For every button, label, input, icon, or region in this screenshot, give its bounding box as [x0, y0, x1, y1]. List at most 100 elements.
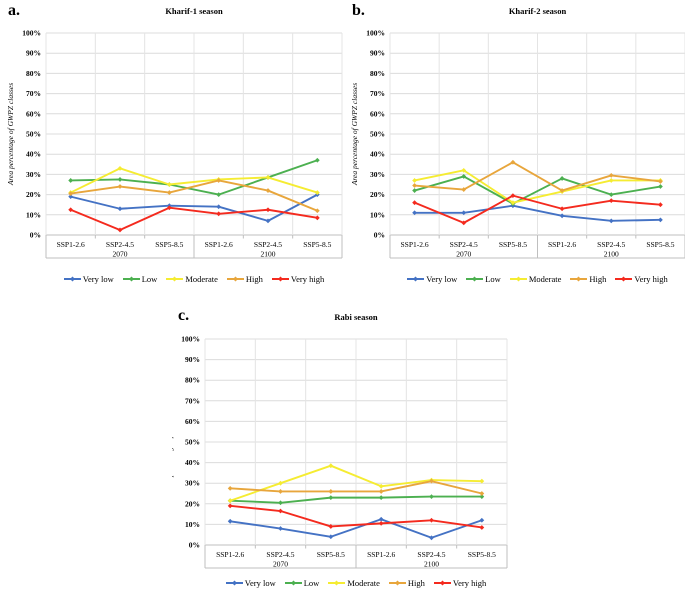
data-point-marker: [166, 190, 172, 195]
y-tick-label: 100%: [181, 335, 200, 344]
data-point-marker: [68, 194, 74, 200]
panel-kharif-1: a. Kharif-1 season 0% 10% 20% 30% 40% 50% 60% 7…: [0, 0, 343, 300]
data-point-marker: [314, 190, 320, 195]
y-tick-label: 40%: [370, 150, 385, 159]
legend-label: Very high: [634, 274, 668, 284]
data-point-marker: [328, 489, 334, 494]
series-high: [68, 178, 320, 214]
data-point-marker: [608, 198, 614, 204]
x-category-label: SSP1-2.6: [205, 240, 233, 249]
data-point-marker: [227, 485, 233, 491]
chart-title-rabi: Rabi season: [334, 312, 378, 322]
x-group-label: 2100: [261, 250, 276, 259]
legend-item-very-low: Very low: [63, 274, 114, 284]
chart-plot-rabi: 0% 10% 20% 30% 40% 50% 60% 70% 80% 90% 100% SSP1-2.…: [172, 335, 508, 569]
y-tick-label: 20%: [370, 190, 385, 199]
y-tick-label: 70%: [370, 89, 385, 98]
y-tick-label: 0%: [374, 231, 385, 240]
legend-marker-icon: [570, 276, 588, 282]
series-line: [70, 159, 318, 196]
y-tick-label: 90%: [370, 49, 385, 58]
y-axis-title: Area percentage of GWPZ classes: [350, 83, 359, 186]
legend-label: Moderate: [185, 274, 218, 284]
panel-label-c: c.: [178, 307, 190, 324]
data-point-marker: [510, 159, 516, 165]
chart-title-kharif-1: Kharif-1 season: [165, 6, 223, 16]
legend-label: Very low: [244, 578, 276, 588]
x-group-label: 2100: [604, 250, 619, 259]
data-point-marker: [328, 463, 334, 469]
legend-item-very-high: Very high: [271, 274, 324, 284]
y-tick-label: 60%: [26, 109, 41, 118]
x-category-label: SSP5-8.5: [468, 550, 496, 559]
y-tick-label: 70%: [26, 89, 41, 98]
y-tick-label: 30%: [26, 170, 41, 179]
data-point-marker: [479, 525, 485, 530]
series-line: [230, 504, 482, 529]
legend-item-low: Low: [284, 578, 320, 588]
legend-item-moderate: Moderate: [328, 578, 380, 588]
legend-label: Very high: [452, 578, 487, 588]
legend-label: Moderate: [347, 578, 380, 588]
x-category-label: SSP5-8.5: [317, 550, 345, 559]
data-point-marker: [68, 207, 74, 213]
data-point-marker: [117, 177, 123, 182]
x-category-label: SSP5-8.5: [155, 240, 183, 249]
y-tick-label: 80%: [370, 69, 385, 78]
data-point-marker: [278, 526, 283, 531]
legend-item-moderate: Moderate: [509, 274, 561, 284]
data-point-marker: [429, 478, 434, 484]
legend-label: Low: [485, 274, 501, 284]
series-very-high: [68, 205, 320, 233]
data-point-marker: [68, 191, 74, 196]
data-point-marker: [117, 227, 123, 233]
legend-marker-icon: [615, 276, 633, 282]
data-point-marker: [216, 204, 222, 210]
x-category-label: SSP2-4.5: [254, 240, 282, 249]
data-point-marker: [314, 157, 320, 163]
series-line: [70, 179, 318, 212]
y-tick-label: 50%: [26, 130, 41, 139]
panel-rabi: c. Rabi season 0% 10% 20% 30% 40% 50% 60% 70% 80…: [172, 302, 515, 594]
legend-item-low: Low: [466, 274, 501, 284]
data-point-marker: [314, 215, 320, 221]
series-line: [70, 193, 318, 222]
data-point-marker: [378, 520, 384, 526]
data-point-marker: [412, 183, 417, 188]
data-point-marker: [328, 495, 334, 501]
data-point-marker: [479, 517, 485, 523]
x-category-label: SSP2-4.5: [106, 240, 134, 249]
y-axis-title: Area percentage of GWPZ classes: [6, 83, 15, 186]
data-point-marker: [216, 178, 222, 183]
y-tick-label: 20%: [185, 499, 200, 508]
legend-marker-icon: [225, 580, 243, 586]
legend-marker-icon: [63, 276, 81, 282]
data-point-marker: [559, 206, 565, 212]
series-line: [230, 495, 482, 504]
data-point-marker: [278, 480, 283, 486]
x-category-label: SSP1-2.6: [216, 550, 244, 559]
panel-label-a: a.: [8, 2, 20, 19]
data-point-marker: [412, 178, 417, 183]
series-line: [414, 204, 661, 222]
series-line: [414, 169, 661, 204]
series-line: [230, 480, 483, 495]
data-point-marker: [378, 483, 384, 489]
y-tick-label: 90%: [185, 355, 200, 364]
x-category-label: SSP1-2.6: [401, 240, 429, 249]
data-point-marker: [227, 518, 233, 524]
y-tick-label: 10%: [26, 210, 41, 219]
x-group-label: 2070: [273, 560, 288, 569]
y-tick-label: 60%: [370, 109, 385, 118]
legend-marker-icon: [388, 580, 406, 586]
legend-item-very-high: Very high: [433, 578, 487, 588]
data-point-marker: [117, 184, 123, 189]
series-line: [229, 464, 482, 502]
data-point-marker: [328, 534, 334, 540]
legend-marker-icon: [284, 580, 302, 586]
legend-item-very-low: Very low: [407, 274, 457, 284]
data-point-marker: [510, 193, 516, 199]
chart-plot-kharif-2: 0% 10% 20% 30% 40% 50% 60% 70% 80% 90% 100% SSP1-2.…: [350, 29, 685, 259]
legend-label: Low: [303, 578, 320, 588]
